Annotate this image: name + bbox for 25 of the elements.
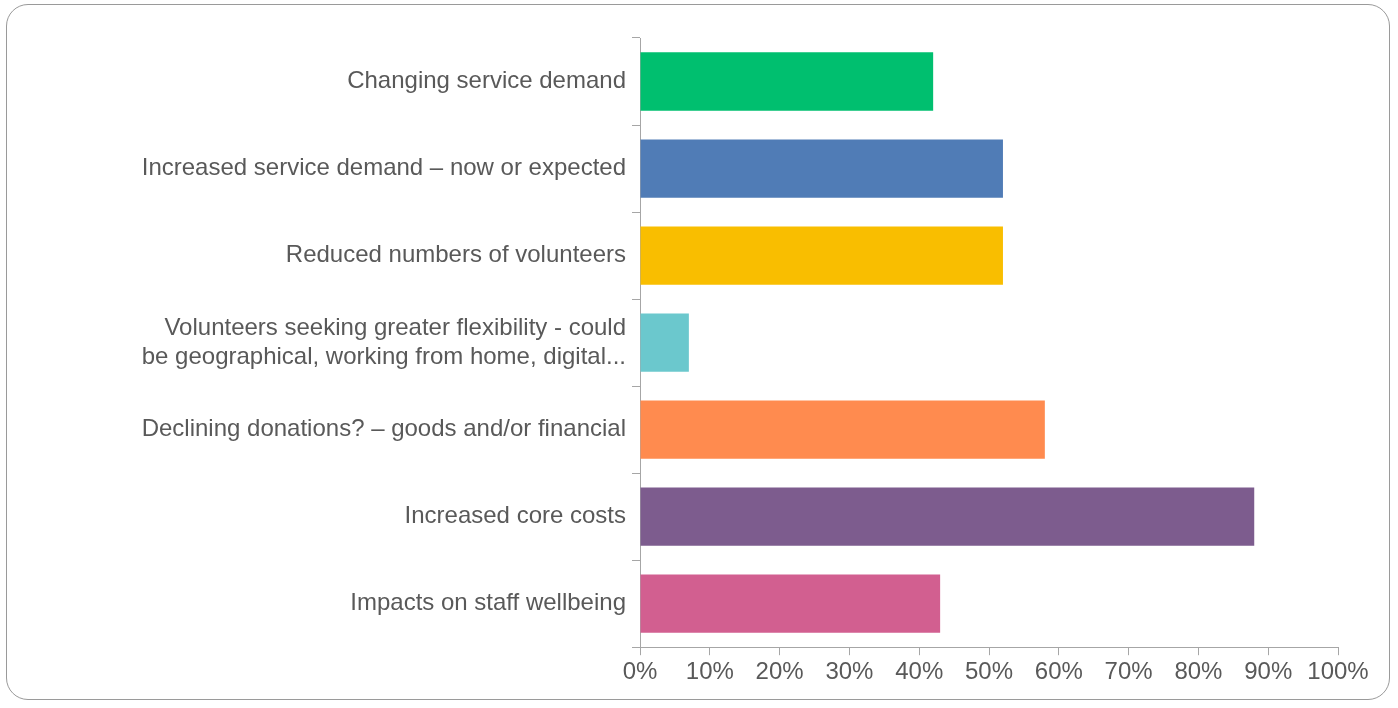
x-tick-label: 10% <box>685 657 734 685</box>
bar <box>640 313 689 372</box>
x-tick-label: 0% <box>622 657 658 685</box>
bar <box>640 226 1003 285</box>
y-tick-label: Increased core costs <box>404 501 626 529</box>
bar <box>640 574 941 633</box>
x-tick-label: 100% <box>1307 657 1369 685</box>
bar <box>640 487 1255 546</box>
bar <box>640 139 1003 198</box>
x-tick-label: 80% <box>1174 657 1223 685</box>
x-tick-label: 20% <box>755 657 804 685</box>
bar <box>640 400 1045 459</box>
y-tick-label: Impacts on staff wellbeing <box>350 588 626 616</box>
y-tick-label: Declining donations? – goods and/or financial <box>141 414 626 442</box>
x-tick-label: 40% <box>895 657 944 685</box>
bar <box>640 52 934 111</box>
y-tick-label: Changing service demand <box>347 66 626 94</box>
y-tick-label: Volunteers seeking greater flexibility - could be geographical, working from home, digital... <box>141 312 626 369</box>
y-tick-label: Reduced numbers of volunteers <box>285 240 626 268</box>
x-tick-label: 90% <box>1244 657 1293 685</box>
x-tick-label: 70% <box>1104 657 1153 685</box>
x-tick-label: 50% <box>964 657 1014 685</box>
x-tick-label: 60% <box>1034 657 1083 685</box>
x-tick-label: 30% <box>825 657 874 685</box>
y-tick-label: Increased service demand – now or expected <box>141 153 626 181</box>
